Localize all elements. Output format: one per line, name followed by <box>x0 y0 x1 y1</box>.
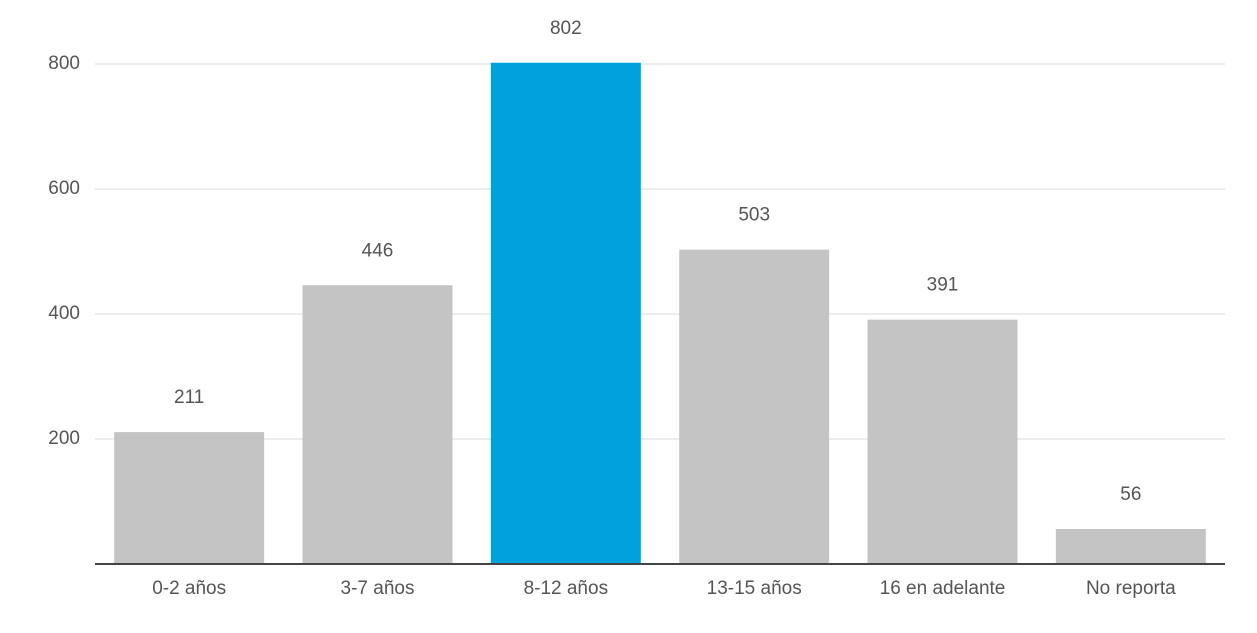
value-label: 56 <box>1120 484 1141 505</box>
value-label: 446 <box>362 240 394 261</box>
bar <box>1055 529 1206 564</box>
bar <box>867 319 1018 564</box>
x-tick-label: 13-15 años <box>707 578 802 599</box>
y-tick-label: 400 <box>48 303 80 324</box>
y-tick-label: 200 <box>48 428 80 449</box>
x-tick-label: 16 en adelante <box>880 578 1006 599</box>
value-label: 391 <box>927 275 959 296</box>
y-tick-label: 800 <box>48 53 80 74</box>
x-tick-label: 3-7 años <box>341 578 415 599</box>
x-tick-label: 0-2 años <box>152 578 226 599</box>
value-label: 802 <box>550 18 582 39</box>
y-tick-label: 600 <box>48 178 80 199</box>
x-tick-label: 8-12 años <box>524 578 609 599</box>
bar <box>490 62 641 564</box>
value-label: 503 <box>738 205 770 226</box>
bar <box>302 285 453 564</box>
x-tick-label: No reporta <box>1086 578 1176 599</box>
bar <box>679 249 830 564</box>
value-label: 211 <box>174 387 204 408</box>
bar <box>114 432 265 564</box>
